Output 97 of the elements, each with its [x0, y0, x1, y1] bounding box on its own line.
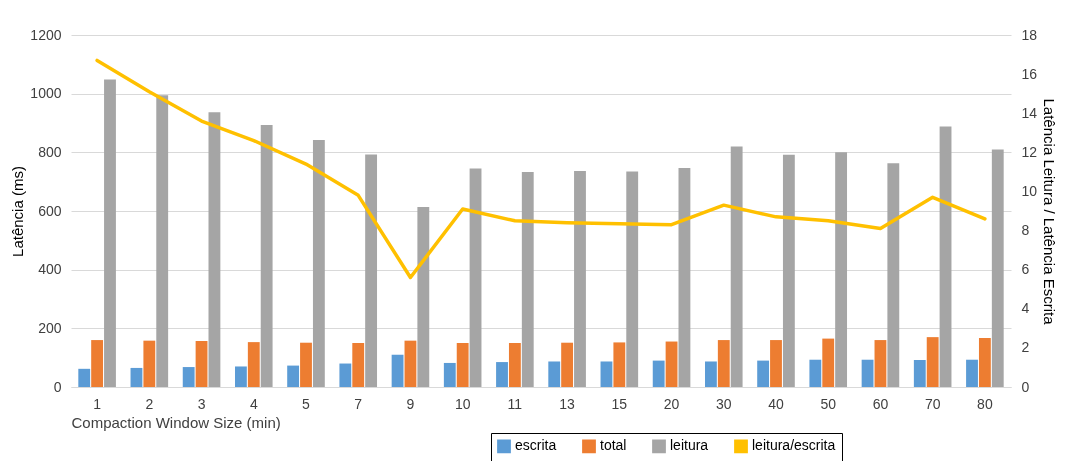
legend-label: escrita	[515, 437, 557, 454]
bar	[417, 206, 430, 387]
bar	[208, 112, 221, 387]
bar	[978, 338, 991, 387]
x-tick-label: 3	[197, 395, 206, 412]
bar	[469, 168, 482, 387]
bar	[704, 361, 717, 387]
x-tick-label: 30	[715, 395, 732, 412]
bar	[652, 360, 665, 387]
bar	[913, 360, 926, 387]
bar	[496, 362, 508, 387]
bar	[521, 171, 534, 387]
bar	[626, 171, 639, 387]
legend-label: leitura	[670, 437, 709, 454]
x-tick-label: 1	[93, 395, 102, 412]
y2-tick-label: 6	[1021, 261, 1030, 278]
bar	[835, 152, 848, 387]
bar	[574, 171, 586, 387]
bar	[508, 343, 521, 387]
x-tick-label: 13	[559, 395, 576, 412]
bar	[456, 343, 469, 387]
y-tick-label: 800	[38, 143, 62, 160]
bar	[365, 154, 378, 387]
bar	[312, 140, 325, 387]
bar	[234, 366, 247, 387]
y2-tick-label: 14	[1021, 104, 1038, 121]
x-tick-label: 80	[977, 395, 993, 412]
y2-tick-label: 16	[1021, 65, 1038, 82]
bar	[78, 368, 91, 387]
y2-tick-label: 18	[1021, 26, 1038, 43]
bar	[300, 342, 312, 387]
y2-tick-label: 4	[1021, 300, 1030, 317]
bar	[966, 359, 978, 387]
bar	[822, 338, 835, 387]
bar	[156, 95, 169, 387]
y-tick-label: 400	[38, 261, 62, 278]
x-tick-label: 9	[406, 395, 415, 412]
bar	[757, 360, 770, 387]
x-tick-label: 50	[820, 395, 837, 412]
y-tick-label: 0	[53, 378, 62, 395]
bar	[352, 343, 365, 387]
bar	[260, 125, 273, 387]
y2-tick-label: 10	[1021, 182, 1038, 199]
bar	[600, 361, 613, 387]
bar	[782, 154, 795, 387]
x-axis-title: Compaction Window Size (min)	[71, 413, 281, 431]
x-tick-label: 60	[872, 395, 889, 412]
bar	[247, 342, 260, 387]
bar	[939, 126, 952, 387]
y-axis-title: Latência (ms)	[9, 166, 27, 257]
legend-label: total	[600, 437, 627, 454]
x-tick-label: 11	[507, 395, 523, 412]
x-tick-label: 4	[249, 395, 258, 412]
bar	[91, 340, 104, 387]
x-tick-label: 15	[611, 395, 628, 412]
bar	[404, 340, 417, 387]
y2-tick-label: 8	[1021, 222, 1030, 239]
bar	[443, 362, 456, 387]
y2-axis-title: Latência Leitura / Latência Escrita	[1041, 98, 1059, 326]
y-tick-label: 1200	[30, 26, 62, 43]
bar	[561, 342, 574, 387]
bar	[926, 337, 939, 387]
x-tick-label: 10	[454, 395, 471, 412]
bar	[548, 361, 561, 387]
bar	[613, 342, 626, 387]
x-tick-label: 20	[663, 395, 680, 412]
x-tick-label: 5	[302, 395, 311, 412]
bar	[143, 340, 156, 387]
bar	[104, 79, 116, 387]
bar	[809, 359, 822, 387]
x-tick-label: 40	[768, 395, 784, 412]
x-tick-label: 7	[354, 395, 363, 412]
bar	[391, 354, 404, 387]
bar	[665, 341, 678, 387]
bar	[770, 340, 782, 387]
y-tick-label: 600	[38, 202, 62, 219]
y2-tick-label: 12	[1021, 143, 1038, 160]
bar	[678, 167, 691, 387]
legend-label: leitura/escrita	[752, 437, 836, 454]
bar	[887, 163, 900, 387]
bar	[717, 340, 730, 387]
bar	[730, 146, 743, 387]
y-tick-label: 1000	[30, 85, 62, 102]
bar	[287, 365, 300, 387]
bar	[195, 340, 208, 387]
bar	[874, 340, 887, 387]
y2-tick-label: 0	[1021, 378, 1030, 395]
x-tick-label: 2	[145, 395, 154, 412]
bar	[182, 367, 195, 387]
bar	[861, 359, 874, 387]
y2-tick-label: 2	[1021, 339, 1030, 356]
bar	[339, 363, 352, 387]
bar	[991, 149, 1004, 387]
bar	[130, 367, 143, 387]
y-tick-label: 200	[38, 319, 62, 336]
x-tick-label: 70	[924, 395, 941, 412]
line-series	[95, 58, 987, 280]
